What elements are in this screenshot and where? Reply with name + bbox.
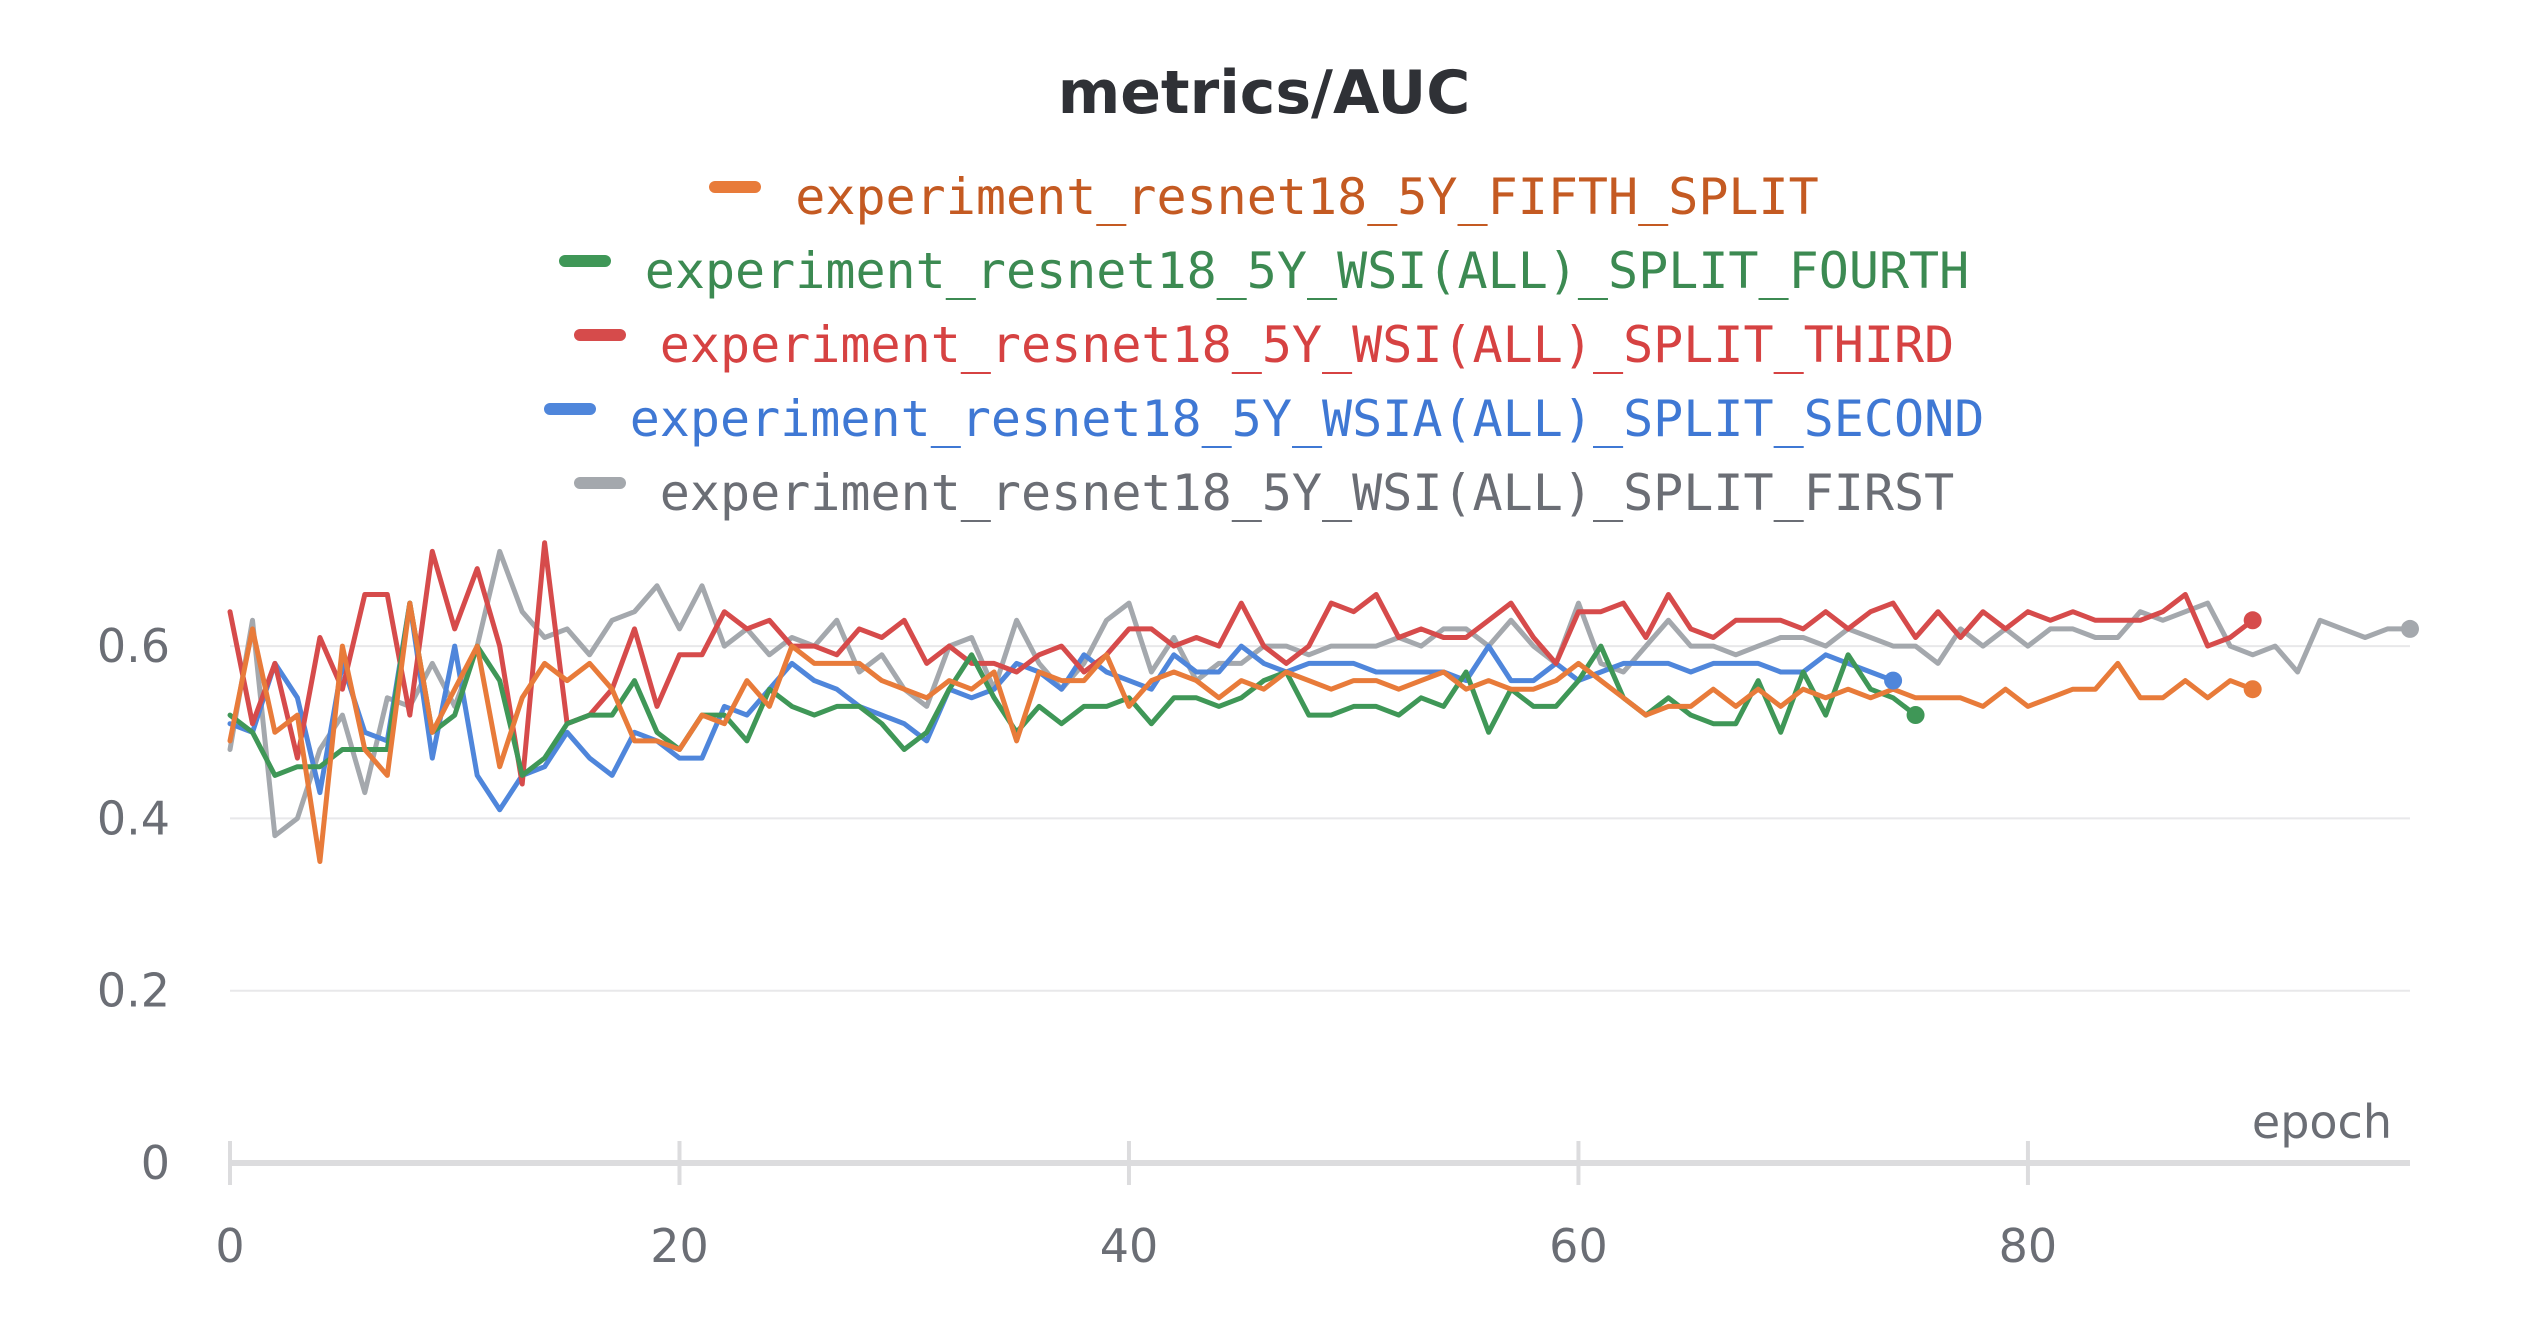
series-end-point (1906, 706, 1925, 725)
legend-swatch (573, 328, 626, 341)
legend-label: experiment_resnet18_5Y_WSI(ALL)_SPLIT_TH… (659, 316, 1955, 374)
x-tick-label: 60 (1549, 1219, 1608, 1273)
legend-swatch (709, 180, 762, 193)
series-end-point (2401, 619, 2419, 638)
legend-item[interactable]: experiment_resnet18_5Y_WSI(ALL)_SPLIT_FI… (0, 456, 2528, 530)
legend-label: experiment_resnet18_5Y_FIFTH_SPLIT (795, 168, 1819, 226)
y-tick-label: 0.2 (97, 964, 170, 1018)
legend-item[interactable]: experiment_resnet18_5Y_FIFTH_SPLIT (0, 160, 2528, 234)
x-tick-label: 40 (1100, 1219, 1159, 1273)
series-line (227, 600, 2256, 864)
legend-swatch (558, 254, 611, 267)
legend-item[interactable]: experiment_resnet18_5Y_WSI(ALL)_SPLIT_TH… (0, 308, 2528, 382)
legend-swatch (543, 402, 596, 415)
series-line (227, 600, 1896, 813)
series-line (227, 548, 2413, 839)
series-end-point (2243, 680, 2262, 699)
legend-label: experiment_resnet18_5Y_WSI(ALL)_SPLIT_FI… (659, 464, 1955, 522)
series-end-point (1884, 671, 1903, 690)
series-end-point (2243, 611, 2262, 630)
y-tick-label: 0.6 (97, 619, 170, 673)
legend-label: experiment_resnet18_5Y_WSI(ALL)_SPLIT_FO… (644, 242, 1970, 300)
y-tick-label: 0.4 (97, 791, 170, 845)
legend-item[interactable]: experiment_resnet18_5Y_WSIA(ALL)_SPLIT_S… (0, 382, 2528, 456)
y-tick-label: 0 (141, 1136, 170, 1190)
x-tick-label: 20 (650, 1219, 709, 1273)
legend-label: experiment_resnet18_5Y_WSIA(ALL)_SPLIT_S… (629, 390, 1985, 448)
x-tick-label: 80 (1999, 1219, 2058, 1273)
legend-swatch (573, 476, 626, 489)
x-axis-label: epoch (2252, 1095, 2392, 1149)
legend-item[interactable]: experiment_resnet18_5Y_WSI(ALL)_SPLIT_FO… (0, 234, 2528, 308)
x-tick-label: 0 (215, 1219, 244, 1273)
chart-title: metrics/AUC (1057, 58, 1471, 128)
